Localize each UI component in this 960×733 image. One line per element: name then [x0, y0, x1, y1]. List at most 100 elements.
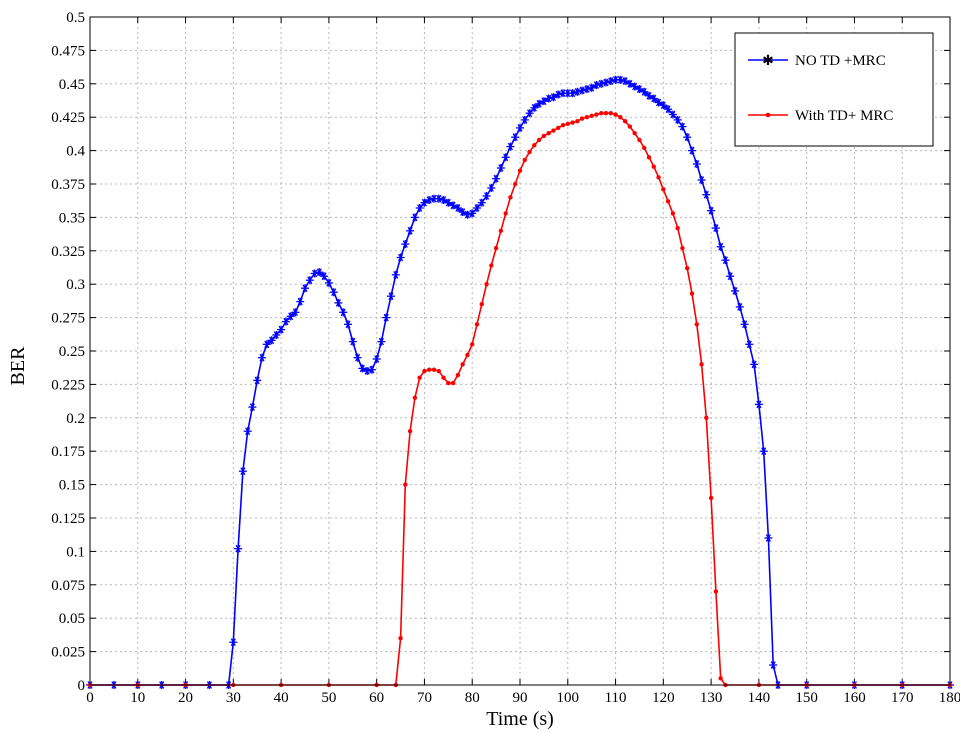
- data-point: [513, 181, 518, 187]
- data-point: [253, 376, 262, 385]
- data-point: [565, 121, 570, 127]
- data-point: [517, 168, 523, 173]
- data-point: [769, 661, 778, 669]
- data-point: [296, 297, 305, 306]
- data-point: [243, 427, 252, 436]
- x-tick-label: 130: [700, 690, 723, 706]
- data-point: [640, 87, 649, 96]
- legend-label-no-td: NO TD +MRC: [795, 53, 886, 69]
- data-point: [642, 145, 647, 151]
- data-point: [367, 365, 376, 374]
- data-point: [740, 320, 749, 329]
- data-point: [391, 270, 400, 279]
- data-point: [446, 380, 451, 386]
- y-tick-label: 0: [78, 678, 86, 694]
- series-no-td-mrc: [86, 75, 954, 689]
- data-point: [339, 308, 348, 317]
- data-point: [496, 164, 505, 172]
- data-point: [248, 403, 257, 412]
- data-point: [434, 194, 443, 203]
- data-point: [277, 325, 286, 334]
- data-point: [678, 122, 687, 131]
- data-point: [618, 115, 623, 120]
- data-point: [754, 400, 763, 409]
- y-tick-label: 0.275: [51, 311, 85, 327]
- data-point: [417, 375, 422, 380]
- data-point: [551, 128, 556, 133]
- data-point: [731, 286, 739, 295]
- y-tick-label: 0.325: [51, 244, 85, 260]
- data-point: [697, 176, 706, 184]
- y-tick-label: 0.425: [51, 110, 85, 126]
- x-tick-label: 40: [274, 690, 289, 706]
- data-point: [616, 75, 625, 84]
- data-point: [659, 101, 668, 110]
- plot-frame: [89, 16, 951, 686]
- data-point: [594, 112, 599, 117]
- data-point: [329, 288, 338, 297]
- y-axis-ticks: 0 0.025 0.05 0.075 0.1 0.125 0.15 0.175 0.2 0.225…: [51, 10, 950, 694]
- data-point: [363, 367, 372, 375]
- data-point: [401, 240, 410, 249]
- data-point: [403, 482, 408, 487]
- data-point: [575, 119, 580, 124]
- data-point: [431, 367, 437, 372]
- data-point: [702, 190, 711, 199]
- data-point: [377, 337, 386, 346]
- data-point: [453, 204, 462, 212]
- data-point: [527, 149, 532, 155]
- x-tick-label: 160: [843, 690, 866, 706]
- y-tick-label: 0.4: [66, 144, 85, 160]
- data-point: [683, 133, 692, 142]
- data-point: [425, 196, 434, 204]
- legend-box: [734, 32, 934, 147]
- data-point: [689, 291, 695, 296]
- data-point: [573, 87, 582, 96]
- series-with-td-mrc: [87, 110, 953, 688]
- data-point: [546, 131, 551, 136]
- data-point: [708, 495, 714, 501]
- data-point: [498, 228, 504, 233]
- x-tick-label: 30: [226, 690, 241, 706]
- y-tick-label: 0.175: [51, 444, 85, 460]
- data-point: [310, 269, 319, 278]
- data-point: [407, 428, 413, 434]
- data-point: [544, 94, 553, 103]
- y-tick-label: 0.2: [66, 411, 85, 427]
- data-point: [291, 308, 300, 317]
- x-tick-label: 0: [86, 690, 94, 706]
- y-tick-label: 0.3: [66, 277, 85, 293]
- y-tick-label: 0.5: [66, 10, 85, 26]
- x-tick-label: 170: [891, 690, 914, 706]
- x-tick-label: 110: [605, 690, 627, 706]
- data-point: [759, 447, 768, 456]
- data-point: [427, 367, 432, 372]
- data-point: [568, 89, 577, 98]
- data-point: [267, 336, 276, 345]
- data-point: [238, 467, 247, 476]
- data-point: [489, 263, 494, 268]
- data-point: [501, 153, 510, 162]
- data-point: [229, 638, 238, 647]
- y-tick-label: 0.35: [59, 210, 85, 226]
- data-point: [511, 133, 520, 142]
- data-point: [320, 272, 329, 281]
- data-point: [234, 544, 243, 553]
- data-point: [716, 242, 725, 251]
- data-point: [707, 206, 716, 215]
- y-tick-label: 0.25: [59, 344, 85, 360]
- data-point: [258, 353, 266, 362]
- data-point: [711, 224, 720, 233]
- data-point: [441, 375, 446, 380]
- x-tick-label: 90: [513, 690, 528, 706]
- data-point: [608, 110, 613, 116]
- x-tick-label: 20: [178, 690, 193, 706]
- data-point: [415, 204, 424, 212]
- data-point: [713, 589, 719, 594]
- data-point: [578, 86, 587, 95]
- data-point: [680, 245, 685, 251]
- data-point: [735, 302, 744, 311]
- data-point: [602, 78, 610, 87]
- data-point: [465, 352, 470, 358]
